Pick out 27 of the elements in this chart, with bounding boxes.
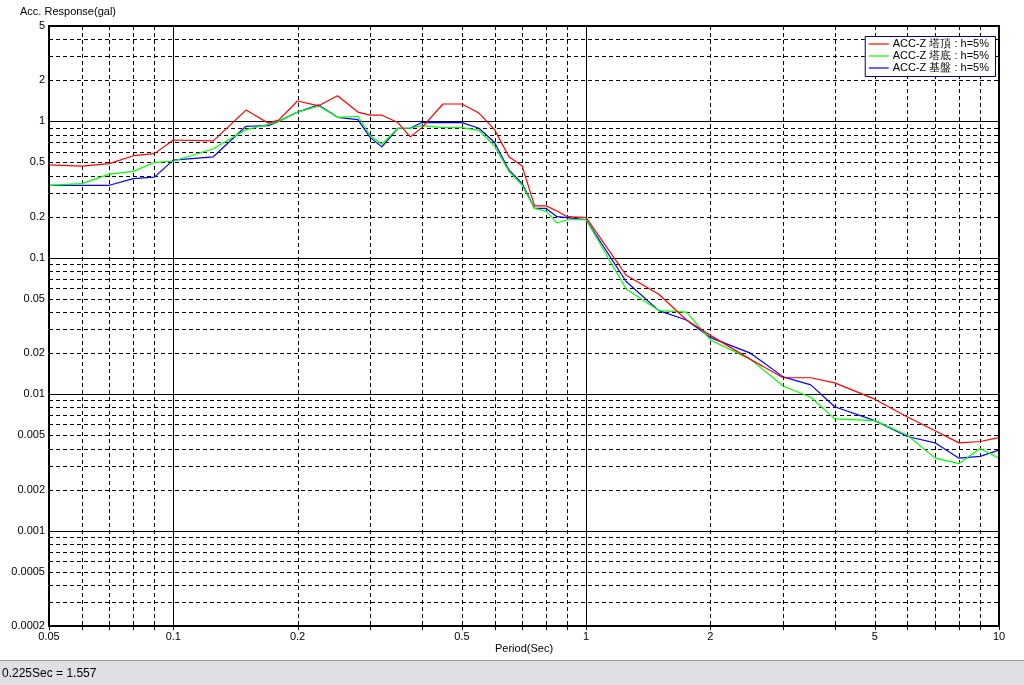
x-tick-label: 5 — [871, 629, 878, 642]
y-tick-label: 0.0005 — [11, 564, 45, 577]
legend-label: ACC-Z 塔底 : h=5% — [892, 49, 990, 62]
y-tick-label: 0.002 — [17, 482, 45, 495]
text: 0.225Sec = 1.557 — [0, 660, 1024, 685]
y-tick-label: 5 — [38, 19, 45, 32]
y-tick-label: 0.5 — [29, 155, 45, 168]
y-tick-label: 0.0002 — [11, 619, 45, 632]
y-tick-label: 0.05 — [23, 291, 45, 304]
x-tick-label: 0.5 — [454, 629, 470, 642]
x-tick-label: 1 — [583, 629, 590, 642]
x-tick-label: 0.1 — [165, 629, 181, 642]
x-tick-label: 10 — [992, 629, 1006, 642]
y-axis-title: Acc. Response(gal) — [20, 5, 116, 18]
y-tick-label: 0.005 — [17, 428, 45, 441]
y-tick-label: 0.2 — [29, 209, 45, 222]
x-tick-label: 0.2 — [289, 629, 306, 642]
y-tick-label: 2 — [38, 73, 45, 86]
y-tick-label: 1 — [38, 114, 45, 127]
y-tick-label: 0.001 — [17, 523, 45, 536]
x-tick-label: 2 — [707, 629, 714, 642]
legend-label: ACC-Z 基盤 : h=5% — [892, 61, 990, 74]
x-axis-title: Period(Sec) — [494, 642, 554, 655]
y-tick-label: 0.02 — [23, 346, 45, 359]
legend-label: ACC-Z 塔頂 : h=5% — [892, 37, 990, 50]
y-tick-label: 0.1 — [29, 250, 45, 263]
y-tick-label: 0.01 — [23, 387, 45, 400]
